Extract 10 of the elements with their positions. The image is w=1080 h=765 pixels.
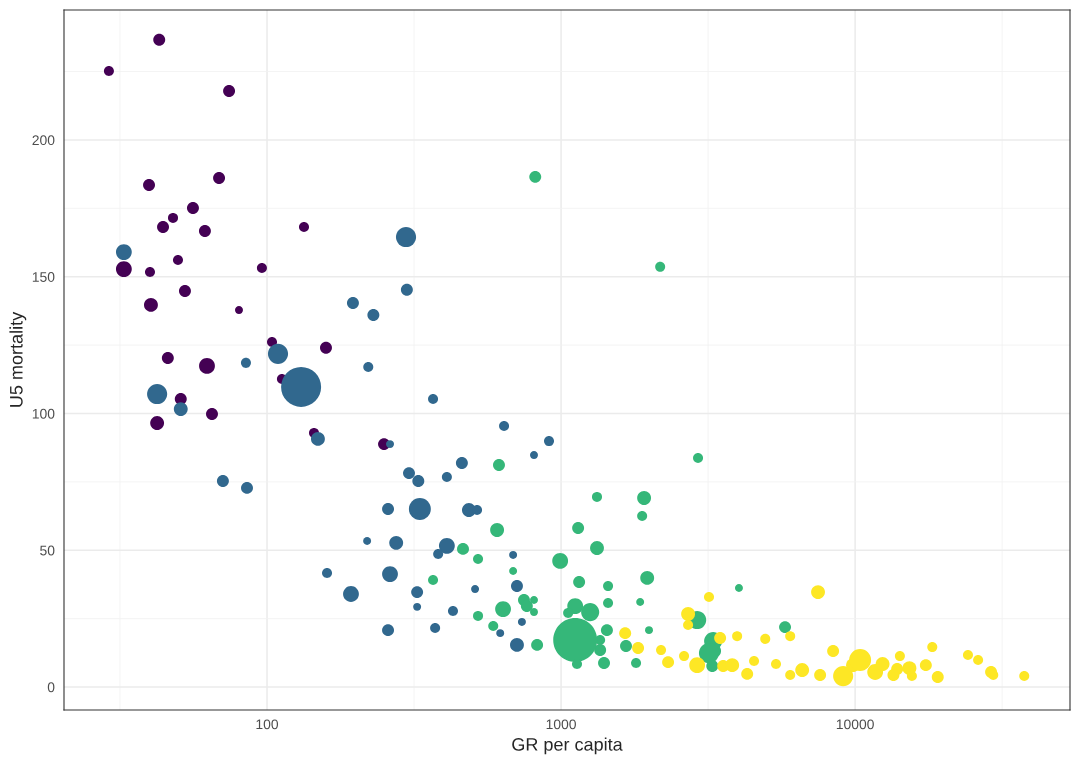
- y-tick-label: 150: [32, 272, 55, 282]
- y-axis-title: U5 mortality: [9, 311, 27, 407]
- x-tick-label: 10000: [836, 719, 874, 730]
- y-tick-label: 200: [32, 135, 55, 146]
- x-tick-label: 100: [256, 719, 279, 730]
- y-tick-label: 50: [40, 545, 55, 556]
- y-tick-label: 0: [47, 682, 55, 693]
- x-axis-title: GR per capita: [512, 737, 623, 755]
- y-tick-label: 100: [32, 408, 55, 419]
- x-tick-label: 1000: [546, 719, 576, 730]
